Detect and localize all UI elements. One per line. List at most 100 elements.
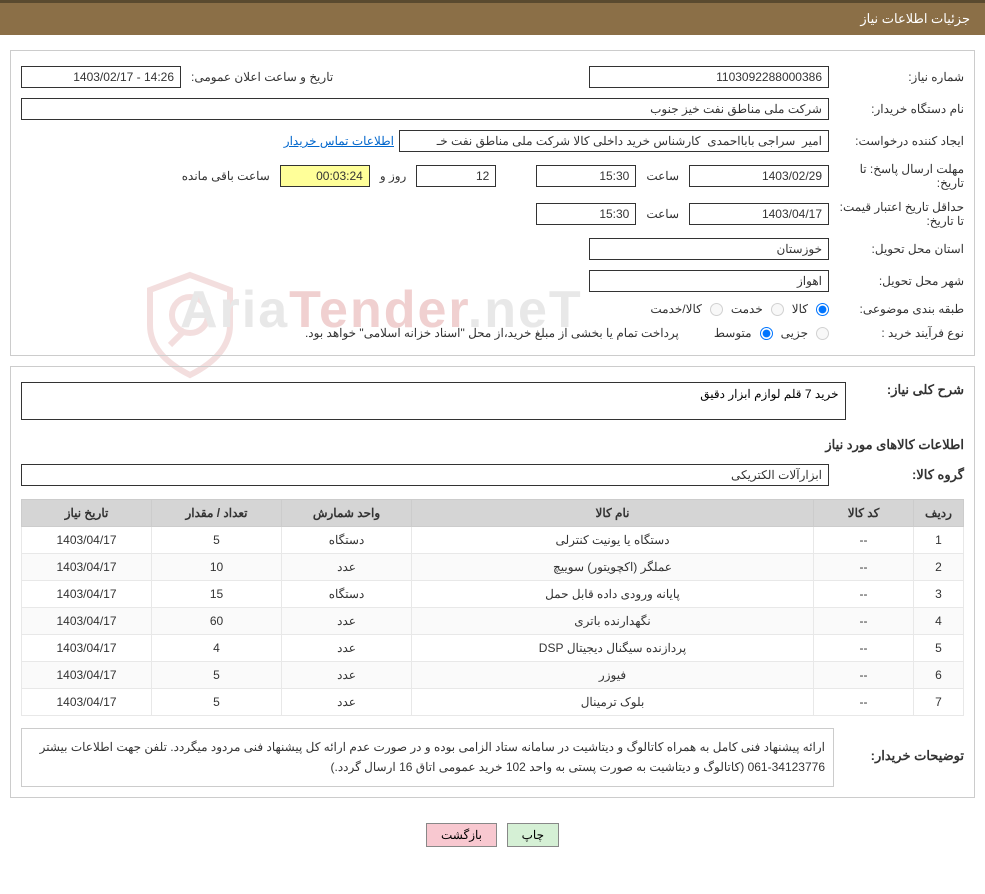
goods-group-field (21, 464, 829, 486)
table-cell: 6 (914, 662, 964, 689)
need-number-label: شماره نیاز: (834, 70, 964, 84)
table-cell: 1403/04/17 (22, 608, 152, 635)
table-cell: 1403/04/17 (22, 554, 152, 581)
table-row: 6--فیوزرعدد51403/04/17 (22, 662, 964, 689)
deadline-time-field (536, 165, 636, 187)
buyer-notes-text: ارائه پیشنهاد فنی کامل به همراه کاتالوگ … (21, 728, 834, 787)
table-cell: 5 (914, 635, 964, 662)
table-cell: 1403/04/17 (22, 689, 152, 716)
table-row: 7--بلوک ترمینالعدد51403/04/17 (22, 689, 964, 716)
table-cell: 1403/04/17 (22, 662, 152, 689)
process-medium-label: متوسط (714, 326, 752, 340)
th-date: تاریخ نیاز (22, 500, 152, 527)
creator-label: ایجاد کننده درخواست: (834, 134, 964, 148)
table-cell: -- (814, 662, 914, 689)
category-service-radio[interactable] (771, 303, 784, 316)
validity-label: حداقل تاریخ اعتبار قیمت: تا تاریخ: (834, 200, 964, 228)
category-service-label: خدمت (731, 302, 763, 316)
table-cell: 5 (152, 689, 282, 716)
table-cell: -- (814, 689, 914, 716)
table-cell: فیوزر (412, 662, 814, 689)
table-cell: 2 (914, 554, 964, 581)
table-cell: عدد (282, 689, 412, 716)
table-cell: عدد (282, 554, 412, 581)
table-cell: 7 (914, 689, 964, 716)
table-cell: پایانه ورودی داده قابل حمل (412, 581, 814, 608)
time-label-1: ساعت (641, 169, 684, 183)
th-unit: واحد شمارش (282, 500, 412, 527)
table-cell: 60 (152, 608, 282, 635)
table-cell: -- (814, 527, 914, 554)
buyer-org-field (21, 98, 829, 120)
table-cell: -- (814, 581, 914, 608)
print-button[interactable]: چاپ (507, 823, 559, 847)
buyer-notes-label: توضیحات خریدار: (834, 728, 964, 764)
table-cell: دستگاه (282, 581, 412, 608)
category-goods-radio[interactable] (816, 303, 829, 316)
table-row: 5--پردازنده سیگنال دیجیتال DSPعدد41403/0… (22, 635, 964, 662)
process-note: پرداخت تمام یا بخشی از مبلغ خرید،از محل … (300, 326, 709, 340)
deadline-label: مهلت ارسال پاسخ: تا تاریخ: (834, 162, 964, 190)
table-cell: 1403/04/17 (22, 581, 152, 608)
table-cell: 15 (152, 581, 282, 608)
table-cell: نگهدارنده باتری (412, 608, 814, 635)
time-remaining-field (280, 165, 370, 187)
table-cell: 1403/04/17 (22, 527, 152, 554)
time-label-2: ساعت (641, 207, 684, 221)
validity-time-field (536, 203, 636, 225)
table-cell: 5 (152, 527, 282, 554)
category-label: طبقه بندی موضوعی: (834, 302, 964, 316)
province-field (589, 238, 829, 260)
category-both-radio[interactable] (710, 303, 723, 316)
city-field (589, 270, 829, 292)
days-remaining-field (416, 165, 496, 187)
table-row: 4--نگهدارنده باتریعدد601403/04/17 (22, 608, 964, 635)
back-button[interactable]: بازگشت (426, 823, 497, 847)
table-cell: 1 (914, 527, 964, 554)
table-row: 2--عملگر (اکچویتور) سوییچعدد101403/04/17 (22, 554, 964, 581)
table-cell: عدد (282, 662, 412, 689)
process-minor-label: جزیی (781, 326, 808, 340)
action-buttons: چاپ بازگشت (0, 808, 985, 862)
table-cell: عدد (282, 608, 412, 635)
table-cell: -- (814, 608, 914, 635)
remaining-label: ساعت باقی مانده (177, 169, 275, 183)
days-label: روز و (375, 169, 412, 183)
th-qty: تعداد / مقدار (152, 500, 282, 527)
table-row: 3--پایانه ورودی داده قابل حملدستگاه15140… (22, 581, 964, 608)
province-label: استان محل تحویل: (834, 242, 964, 256)
table-cell: بلوک ترمینال (412, 689, 814, 716)
th-row: ردیف (914, 500, 964, 527)
table-cell: 1403/04/17 (22, 635, 152, 662)
detail-panel: شرح کلی نیاز: اطلاعات کالاهای مورد نیاز … (10, 366, 975, 798)
process-minor-radio[interactable] (816, 327, 829, 340)
announce-label: تاریخ و ساعت اعلان عمومی: (186, 70, 338, 84)
city-label: شهر محل تحویل: (834, 274, 964, 288)
announce-field (21, 66, 181, 88)
page-header: جزئیات اطلاعات نیاز (0, 0, 985, 35)
category-goods-label: کالا (792, 302, 808, 316)
table-cell: پردازنده سیگنال دیجیتال DSP (412, 635, 814, 662)
goods-table: ردیف کد کالا نام کالا واحد شمارش تعداد /… (21, 499, 964, 716)
table-cell: 10 (152, 554, 282, 581)
table-cell: دستگاه (282, 527, 412, 554)
creator-field (399, 130, 829, 152)
buyer-org-label: نام دستگاه خریدار: (834, 102, 964, 116)
table-cell: عدد (282, 635, 412, 662)
deadline-date-field (689, 165, 829, 187)
table-cell: 4 (914, 608, 964, 635)
page-title: جزئیات اطلاعات نیاز (860, 11, 970, 26)
table-cell: -- (814, 635, 914, 662)
summary-field (21, 382, 846, 420)
buyer-contact-link[interactable]: اطلاعات تماس خریدار (284, 134, 394, 148)
table-cell: 5 (152, 662, 282, 689)
table-cell: 3 (914, 581, 964, 608)
validity-date-field (689, 203, 829, 225)
table-cell: دستگاه یا یونیت کنترلی (412, 527, 814, 554)
table-cell: -- (814, 554, 914, 581)
goods-section-title: اطلاعات کالاهای مورد نیاز (21, 437, 964, 453)
process-label: نوع فرآیند خرید : (834, 326, 964, 340)
summary-label: شرح کلی نیاز: (851, 382, 964, 398)
goods-group-label: گروه کالا: (834, 467, 964, 483)
process-medium-radio[interactable] (760, 327, 773, 340)
